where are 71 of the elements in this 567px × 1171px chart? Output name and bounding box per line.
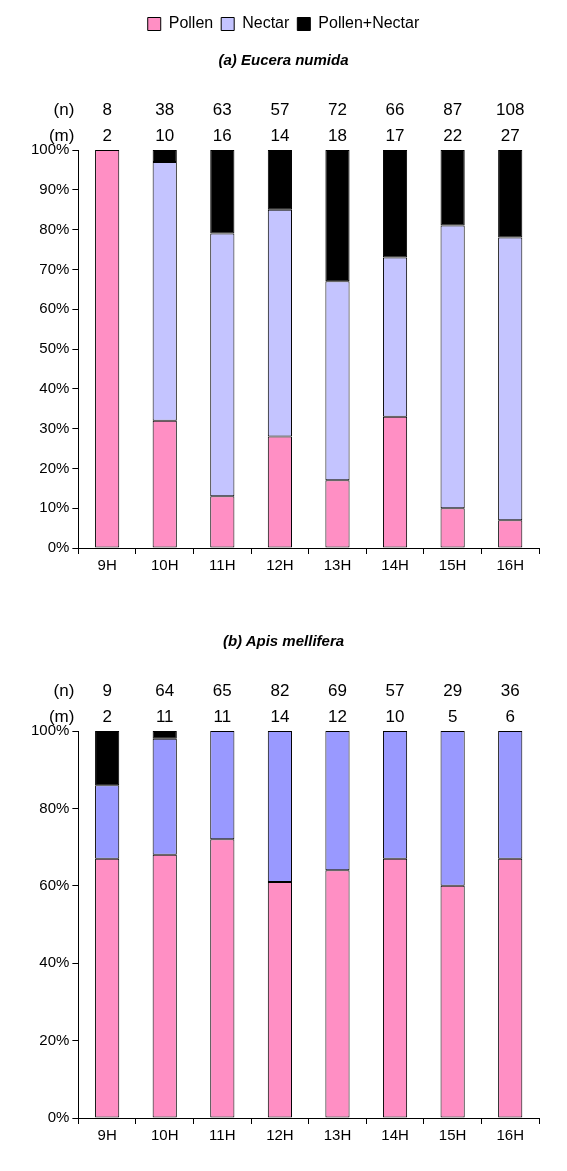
y-tick-label: 60% (39, 875, 70, 893)
text: 6 (505, 706, 515, 726)
chart-title: (a) Eucera numida (218, 51, 349, 69)
text: 27 (500, 125, 520, 145)
text: (n) (53, 680, 75, 700)
y-tick-label: 0% (47, 538, 70, 556)
x-tick-label: 16H (496, 556, 524, 574)
text: 66 (385, 99, 405, 119)
text: 63 (212, 99, 232, 119)
text: 108 (496, 99, 525, 119)
text: 87 (443, 99, 463, 119)
legend-label: Pollen+Nectar (318, 14, 420, 32)
text: 38 (155, 99, 175, 119)
x-tick-label: 16H (496, 1126, 524, 1144)
text: (n) (53, 99, 75, 119)
y-tick-label: 80% (39, 219, 70, 237)
y-tick-label: 40% (39, 953, 70, 971)
text: 12 (328, 706, 347, 726)
x-tick-label: 13H (323, 1126, 352, 1144)
text: 2 (102, 125, 112, 145)
text: 29 (443, 680, 463, 700)
text: 14 (270, 706, 290, 726)
text: 17 (385, 125, 405, 145)
text: 82 (270, 680, 290, 700)
text: 57 (270, 99, 290, 119)
text: 10 (385, 706, 405, 726)
y-tick-label: 70% (39, 259, 70, 277)
text: 65 (212, 680, 232, 700)
x-tick-label: 15H (438, 1126, 467, 1144)
bar (325, 150, 350, 282)
text: 64 (155, 680, 175, 700)
text: 2 (102, 706, 112, 726)
x-tick-label: 14H (381, 1126, 409, 1144)
text: 22 (443, 125, 463, 145)
text: 8 (102, 99, 112, 119)
text: 57 (385, 680, 405, 700)
text: 36 (500, 680, 520, 700)
text: 11 (155, 706, 174, 726)
x-tick-label: 12H (266, 556, 294, 574)
y-tick-label: 50% (39, 339, 70, 357)
y-tick-label: 10% (39, 498, 70, 516)
y-tick-label: 80% (39, 798, 70, 816)
legend-label: Pollen (168, 14, 214, 32)
x-tick-label: 9H (97, 1126, 117, 1144)
y-tick-label: 20% (39, 1030, 70, 1048)
x-tick-label: 11H (209, 1126, 236, 1144)
text: 18 (328, 125, 347, 145)
text: 69 (328, 680, 347, 700)
y-tick-label: 20% (39, 458, 70, 476)
y-tick-label: 30% (39, 418, 70, 436)
x-tick-label: 13H (323, 556, 352, 574)
y-tick-label: 60% (39, 299, 70, 317)
chart-title: (b) Apis mellifera (222, 632, 345, 650)
text: 11 (213, 706, 232, 726)
x-tick-label: 10H (150, 1126, 179, 1144)
x-tick-label: 9H (97, 556, 117, 574)
y-tick-label: 0% (47, 1108, 70, 1126)
text: 9 (102, 680, 112, 700)
y-tick-label: 90% (39, 179, 70, 197)
x-tick-label: 10H (150, 556, 179, 574)
x-tick-label: 15H (438, 556, 467, 574)
legend-label: Nectar (242, 14, 290, 32)
text: 5 (447, 706, 458, 726)
x-tick-label: 11H (209, 556, 236, 574)
text: 16 (212, 125, 232, 145)
text: 10 (155, 125, 175, 145)
x-tick-label: 14H (381, 556, 409, 574)
y-tick-label: 40% (39, 378, 70, 396)
text: 14 (270, 125, 290, 145)
x-tick-label: 12H (266, 1126, 294, 1144)
text: 72 (328, 99, 347, 119)
